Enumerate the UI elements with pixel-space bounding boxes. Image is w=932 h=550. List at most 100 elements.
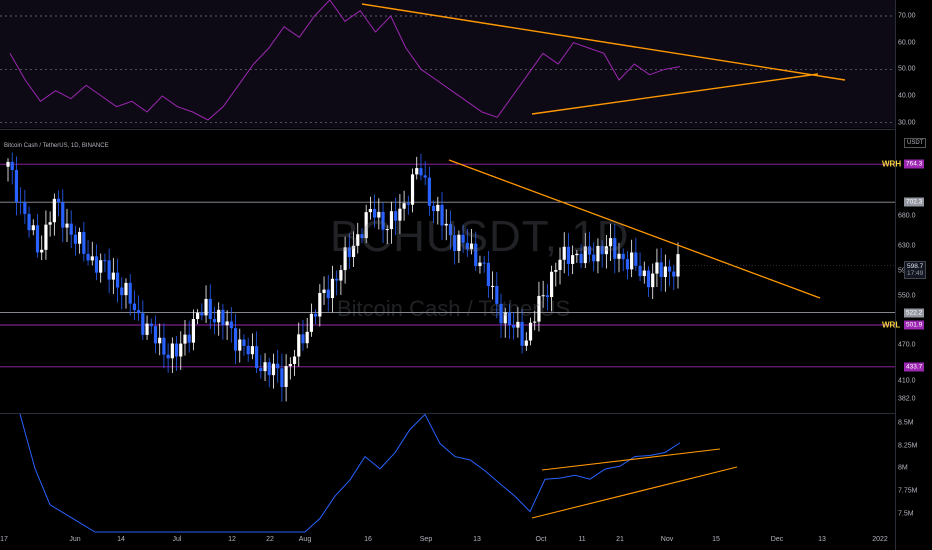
candle-body xyxy=(655,262,659,274)
time-axis-label: Sep xyxy=(419,536,433,543)
candle-body xyxy=(457,234,461,252)
time-axis-label: 14 xyxy=(117,536,125,543)
candle-body xyxy=(512,325,516,328)
candle-body xyxy=(297,334,301,357)
candle-body xyxy=(410,174,415,205)
candle-body xyxy=(499,303,503,324)
candle-body xyxy=(621,253,625,260)
candle-body xyxy=(128,282,132,304)
candle-body xyxy=(120,287,124,296)
candle-body xyxy=(94,256,99,273)
candle-body xyxy=(427,177,431,206)
level-label: WRL xyxy=(882,320,901,330)
candle-body xyxy=(65,223,69,228)
candle-body xyxy=(415,168,419,175)
time-axis-label: Jun xyxy=(69,536,81,543)
candle-body xyxy=(360,234,364,239)
level-price-badge[interactable]: 702.3 xyxy=(904,197,925,207)
candle-body xyxy=(250,346,255,355)
candle-body xyxy=(642,270,646,277)
pane-separator[interactable] xyxy=(0,413,932,414)
candle-body xyxy=(356,234,360,246)
candle-body xyxy=(263,362,267,372)
candle-body xyxy=(398,208,402,221)
candle-body xyxy=(284,366,288,387)
price-axis-label: 680.0 xyxy=(898,212,916,220)
last-price-badge[interactable]: 598.7 17:49 xyxy=(904,260,927,279)
candle-body xyxy=(335,278,339,281)
rsi-axis-label: 50.00 xyxy=(898,65,916,73)
candle-body xyxy=(233,328,238,351)
price-axis-label: 550.0 xyxy=(898,292,916,300)
candle-body xyxy=(444,223,448,226)
candle-body xyxy=(229,321,233,329)
candle-body xyxy=(111,272,115,280)
candle-body xyxy=(255,346,259,369)
candle-body xyxy=(617,253,621,259)
symbol-description-watermark: Bitcoin Cash / TetherUS xyxy=(337,296,571,321)
pane-separator[interactable] xyxy=(0,129,932,130)
candle-body xyxy=(141,313,145,335)
candle-body xyxy=(78,232,82,244)
price-axis-label: 470.0 xyxy=(898,341,916,349)
price-axis-label: 630.0 xyxy=(898,242,916,250)
candle-body xyxy=(23,202,27,214)
candle-body xyxy=(579,253,583,264)
candle-body xyxy=(309,313,313,332)
candle-body xyxy=(486,262,490,287)
candle-body xyxy=(495,285,499,304)
candle-body xyxy=(503,312,507,324)
candle-body xyxy=(132,303,137,311)
candle-body xyxy=(436,204,440,212)
time-axis-label: Dec xyxy=(770,536,784,543)
volume-upper-trendline xyxy=(541,448,721,471)
candle-body xyxy=(575,253,579,256)
time-axis-label: 13 xyxy=(818,536,826,543)
candle-body xyxy=(40,249,44,253)
candle-body xyxy=(453,235,457,252)
candle-body xyxy=(314,313,318,317)
candle-body xyxy=(6,161,10,167)
candle-body xyxy=(145,323,149,335)
candle-body xyxy=(516,321,520,328)
candle-body xyxy=(364,212,368,239)
candle-body xyxy=(419,168,423,176)
candle-body xyxy=(583,246,587,264)
candle-body xyxy=(507,312,512,326)
candle-body xyxy=(533,321,537,323)
candle-body xyxy=(242,339,246,346)
price-axis-label: 410.0 xyxy=(898,377,916,385)
candle-body xyxy=(280,368,284,387)
candle-body xyxy=(14,170,19,202)
candle-body xyxy=(608,238,613,247)
candle-body xyxy=(301,334,305,344)
candle-body xyxy=(196,312,200,320)
candle-body xyxy=(440,204,444,226)
candle-body xyxy=(613,238,617,259)
time-axis-label: 15 xyxy=(712,536,720,543)
symbol-legend[interactable]: Bitcoin Cash / TetherUS, 1D, BINANCE xyxy=(4,143,109,149)
candle-body xyxy=(35,225,40,253)
candle-body xyxy=(149,323,153,327)
candle-body xyxy=(86,253,90,261)
candle-body xyxy=(90,256,94,261)
candle-body xyxy=(99,260,103,273)
candle-body xyxy=(107,260,111,280)
level-price-badge[interactable]: 433.7 xyxy=(904,362,925,372)
quote-currency-tag[interactable]: USDT xyxy=(904,138,927,148)
level-price-badge[interactable]: 764.3 xyxy=(904,159,925,169)
level-price-badge[interactable]: 501.9 xyxy=(904,320,925,330)
candle-body xyxy=(625,259,630,270)
candle-body xyxy=(191,319,196,343)
candle-body xyxy=(174,343,179,357)
candle-body xyxy=(61,202,65,228)
candle-body xyxy=(44,224,48,250)
candle-body xyxy=(162,337,166,355)
time-axis-label: Nov xyxy=(660,536,674,543)
candle-body xyxy=(389,211,394,230)
candle-body xyxy=(554,269,558,272)
time-axis-label: 12 xyxy=(228,536,236,543)
level-price-badge[interactable]: 522.2 xyxy=(904,308,925,318)
candle-body xyxy=(267,362,271,376)
